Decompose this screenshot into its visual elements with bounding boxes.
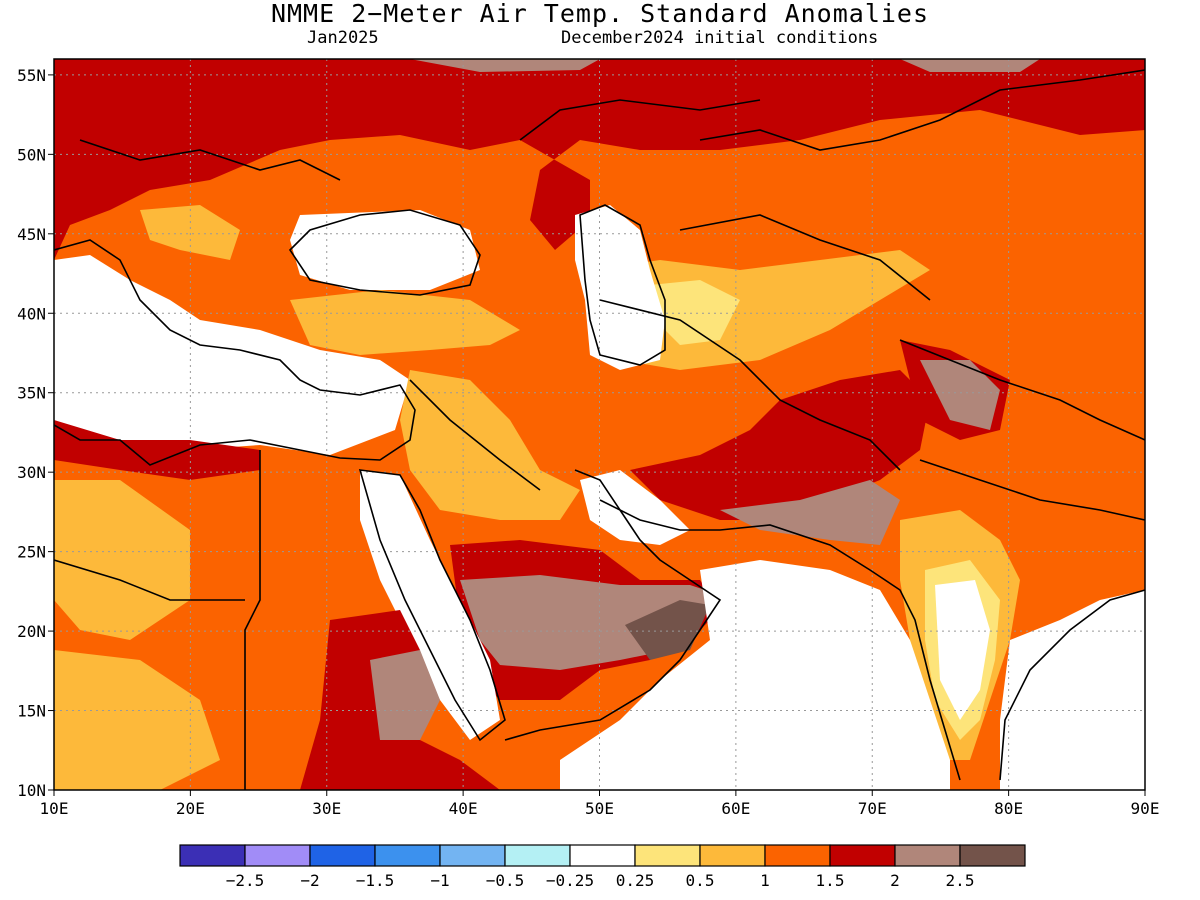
colorbar-swatch	[894, 844, 961, 867]
colorbar	[179, 844, 1026, 867]
colorbar-swatch	[244, 844, 311, 867]
near-normal-caspian	[575, 205, 665, 370]
anomaly-region-2.5-plus-oman	[625, 600, 710, 660]
colorbar-label: −1	[430, 871, 449, 890]
anomaly-region-2-2.5-ethiopia	[370, 650, 440, 740]
lon-tick-label: 20E	[176, 799, 205, 818]
lat-tick-label: 55N	[17, 66, 46, 85]
colorbar-labels: −2.5 −2 −1.5 −1 −0.5 −0.25 0.25 0.5 1 1.5 2 2.5	[226, 871, 975, 890]
anomaly-region-2-2.5-northeast	[900, 59, 1040, 72]
anomaly-region-0.5-1-turkey	[290, 290, 520, 355]
lat-tick-label: 50N	[17, 145, 46, 164]
anomaly-region-0.5-1-arabia	[400, 370, 580, 520]
colorbar-swatch	[634, 844, 701, 867]
anomaly-region-1.5-2-europe	[54, 59, 220, 110]
colorbar-swatch	[569, 844, 636, 867]
lon-tick-label: 90E	[1131, 799, 1160, 818]
colorbar-swatch	[439, 844, 506, 867]
anomaly-field	[54, 59, 1145, 790]
anomaly-region-0.25-0.5-central-asia	[650, 280, 740, 345]
colorbar-swatch	[764, 844, 831, 867]
anomaly-region-1.5-2-iran-pakistan	[630, 370, 930, 520]
colorbar-label: 2	[890, 871, 900, 890]
lon-tick-label: 50E	[585, 799, 614, 818]
near-normal-india	[935, 580, 990, 720]
lat-tick-label: 40N	[17, 304, 46, 323]
lat-tick-label: 10N	[17, 781, 46, 800]
map-title: NMME 2−Meter Air Temp. Standard Anomalie…	[270, 0, 930, 28]
near-normal-red-sea	[360, 470, 500, 740]
colorbar-label: 0.5	[686, 871, 715, 890]
latitude-labels: 10N 15N 20N 25N 30N 35N 40N 45N 50N 55N	[17, 66, 54, 800]
colorbar-swatch	[374, 844, 441, 867]
initial-conditions: December2024 initial conditions	[561, 28, 879, 48]
colorbar-label: 0.25	[616, 871, 655, 890]
colorbar-swatch	[504, 844, 571, 867]
colorbar-swatch	[179, 844, 246, 867]
colorbar-label: −2	[300, 871, 319, 890]
map-gridlines	[54, 59, 1145, 790]
lat-tick-label: 35N	[17, 384, 46, 403]
lon-tick-label: 30E	[312, 799, 341, 818]
colorbar-label: −1.5	[356, 871, 395, 890]
anomaly-region-2-2.5-pakistan-coast	[720, 480, 900, 545]
anomaly-region-north-2	[54, 59, 1145, 260]
anomaly-region-1.5-2-libya	[54, 420, 260, 480]
lon-tick-label: 80E	[994, 799, 1023, 818]
colorbar-label: 1.5	[816, 871, 845, 890]
lat-tick-label: 25N	[17, 543, 46, 562]
colorbar-label: 1	[760, 871, 770, 890]
lon-tick-label: 60E	[721, 799, 750, 818]
near-normal-arabian-sea	[560, 560, 950, 790]
lon-tick-label: 10E	[40, 799, 69, 818]
anomaly-region-0.5-1-sahara-west	[54, 480, 190, 640]
colorbar-label: 2.5	[946, 871, 975, 890]
near-normal-bay-of-bengal	[1000, 590, 1145, 790]
colorbar-swatch	[699, 844, 766, 867]
colorbar-swatch	[829, 844, 896, 867]
anomaly-region-2-2.5-north	[410, 59, 600, 72]
lat-tick-label: 15N	[17, 702, 46, 721]
near-normal-mediterranean	[54, 255, 410, 455]
colorbar-label: −0.25	[546, 871, 594, 890]
forecast-month: Jan2025	[307, 28, 379, 48]
anomaly-region-0.5-1-balkans	[140, 205, 240, 260]
colorbar-label: −0.5	[486, 871, 525, 890]
longitude-labels: 10E 20E 30E 40E 50E 60E 70E 80E 90E	[40, 790, 1160, 818]
coastlines	[54, 69, 1145, 790]
lat-tick-label: 45N	[17, 225, 46, 244]
lon-tick-label: 70E	[858, 799, 887, 818]
near-normal-black-sea	[290, 210, 480, 290]
lat-tick-label: 30N	[17, 463, 46, 482]
colorbar-swatch	[959, 844, 1026, 867]
lat-tick-label: 20N	[17, 622, 46, 641]
anomaly-region-2-2.5-himalaya	[920, 360, 1000, 430]
anomaly-region-0.5-1-sahel	[54, 650, 220, 790]
colorbar-swatch	[309, 844, 376, 867]
lon-tick-label: 40E	[449, 799, 478, 818]
colorbar-label: −2.5	[226, 871, 265, 890]
